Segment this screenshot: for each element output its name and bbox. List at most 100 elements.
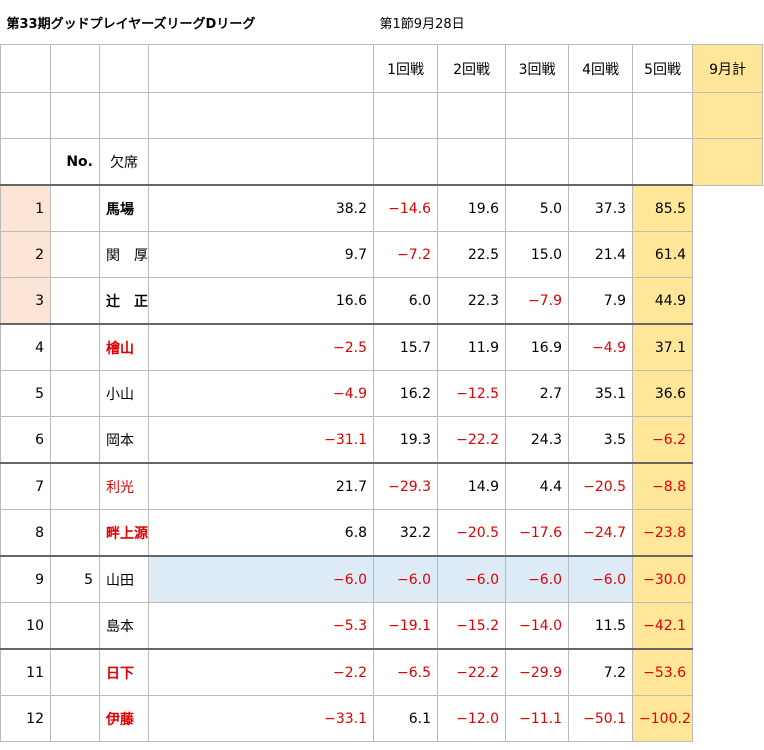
score: 19.3	[373, 416, 439, 464]
blank-cell	[568, 138, 634, 186]
blank-cell	[692, 92, 764, 139]
blank-cell	[632, 92, 694, 139]
score: 9.7	[147, 231, 375, 278]
total: −8.8	[632, 462, 694, 510]
player-name: 日下 佳代	[99, 648, 149, 696]
subheader: No.	[50, 138, 100, 186]
column-header: 1回戦	[373, 44, 439, 93]
rank: 12	[0, 695, 51, 742]
column-header: 3回戦	[505, 44, 570, 93]
rank: 3	[0, 277, 51, 325]
absent	[50, 323, 100, 371]
score: −31.1	[147, 416, 375, 464]
blank-cell	[99, 44, 149, 93]
score: −6.0	[568, 555, 634, 603]
score: −2.2	[147, 648, 375, 696]
player-row: 1 馬場 和良 (2)38.2−14.619.65.037.385.5	[0, 184, 763, 232]
absent: 5	[50, 555, 100, 603]
score: 3.5	[568, 416, 634, 464]
absent	[50, 509, 100, 557]
player-name: 岡本 義則 (3)	[99, 416, 149, 464]
rank: 1	[0, 184, 51, 232]
total: −6.2	[632, 416, 694, 464]
absent	[50, 277, 100, 325]
score: 38.2	[147, 184, 375, 232]
score: 16.9	[505, 323, 570, 371]
score: 21.7	[147, 462, 375, 510]
score: −50.1	[568, 695, 634, 742]
player-name: 島本 豊明	[99, 602, 149, 650]
player-name: 馬場 和良 (2)	[99, 184, 149, 232]
score: −6.0	[505, 555, 570, 603]
player-row: 4 檜山 保子 (1)−2.515.711.916.9−4.937.1	[0, 323, 763, 371]
blank-cell	[0, 92, 51, 139]
column-header: 4回戦	[568, 44, 634, 93]
total: 37.1	[632, 323, 694, 371]
blank-cell	[568, 92, 634, 139]
score: 15.7	[373, 323, 439, 371]
score: 7.9	[568, 277, 634, 325]
score: 7.2	[568, 648, 634, 696]
blank-cell	[0, 44, 51, 93]
score: 11.9	[437, 323, 507, 371]
absent	[50, 695, 100, 742]
absent	[50, 231, 100, 278]
score: 24.3	[505, 416, 570, 464]
header-row: 1回戦 2回戦 3回戦 4回戦 5回戦 9月計	[0, 44, 764, 93]
player-row: 12 伊藤 千恵子 (1)−33.16.1−12.0−11.1−50.1−100.…	[0, 695, 763, 742]
score: −20.5	[568, 462, 634, 510]
player-row: 6 岡本 義則 (3)−31.119.3−22.224.33.5−6.2	[0, 416, 763, 464]
score: −24.7	[568, 509, 634, 557]
score: −6.0	[373, 555, 439, 603]
total: 36.6	[632, 370, 694, 417]
player-row: 2 関 厚志 (初)9.7−7.222.515.021.461.4	[0, 231, 763, 278]
score: 35.1	[568, 370, 634, 417]
player-name: 山田 健次 (4)	[99, 555, 149, 603]
blank-cell	[0, 138, 51, 186]
subheader: 欠席	[99, 138, 149, 186]
total: −23.8	[632, 509, 694, 557]
blank-cell	[99, 92, 149, 139]
score: 6.0	[373, 277, 439, 325]
score: 22.3	[437, 277, 507, 325]
blank	[569, 0, 763, 45]
blank-cell	[147, 92, 375, 139]
score: 32.2	[373, 509, 439, 557]
rank: 4	[0, 323, 51, 371]
score: −14.0	[505, 602, 570, 650]
score: −22.2	[437, 416, 507, 464]
score: −2.5	[147, 323, 375, 371]
score: 16.6	[147, 277, 375, 325]
player-row: 11 日下 佳代−2.2−6.5−22.2−29.97.2−53.6	[0, 648, 763, 696]
player-row: 10 島本 豊明−5.3−19.1−15.2−14.011.5−42.1	[0, 602, 763, 650]
rank: 7	[0, 462, 51, 510]
score: −29.9	[505, 648, 570, 696]
rank: 2	[0, 231, 51, 278]
rank: 8	[0, 509, 51, 557]
blank-cell	[373, 138, 439, 186]
score: 15.0	[505, 231, 570, 278]
score: −4.9	[568, 323, 634, 371]
score: 14.9	[437, 462, 507, 510]
total: 44.9	[632, 277, 694, 325]
column-header: 5回戦	[632, 44, 694, 93]
total: 85.5	[632, 184, 694, 232]
score: 22.5	[437, 231, 507, 278]
score: −7.2	[373, 231, 439, 278]
score: −14.6	[373, 184, 439, 232]
score: −29.3	[373, 462, 439, 510]
score: −6.5	[373, 648, 439, 696]
column-header: 2回戦	[437, 44, 507, 93]
title: 第33期グッドプレイヤーズリーグDリーグ	[6, 16, 256, 32]
total: −53.6	[632, 648, 694, 696]
subheader-row: No. 欠席	[0, 138, 764, 186]
blank-cell	[50, 92, 100, 139]
rank: 11	[0, 648, 51, 696]
score: 11.5	[568, 602, 634, 650]
score: 6.8	[147, 509, 375, 557]
blank-cell	[147, 44, 375, 93]
absent	[50, 462, 100, 510]
